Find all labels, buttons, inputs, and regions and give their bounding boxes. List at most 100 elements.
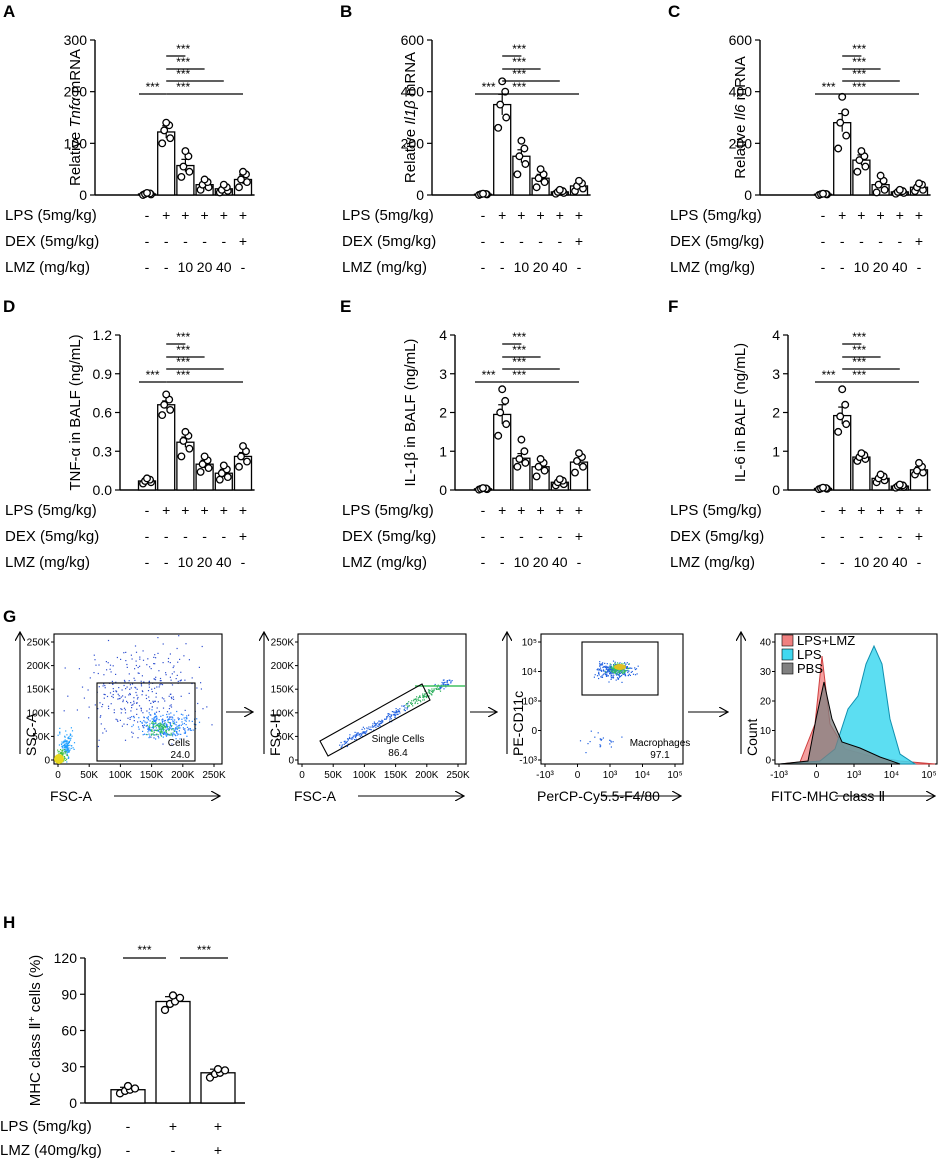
y-tick-label: 50K (276, 732, 294, 743)
event-dot (414, 698, 416, 701)
event-dot (347, 743, 349, 745)
event-dot (148, 681, 150, 683)
data-point (217, 469, 226, 478)
significance-label: *** (176, 330, 190, 344)
event-dot (139, 658, 141, 660)
event-dot (66, 747, 68, 749)
y-axis-label: IL-1β in BALF (ng/mL) (402, 339, 419, 487)
event-dot (361, 732, 363, 734)
event-dot (117, 720, 119, 722)
event-dot (112, 683, 114, 685)
event-dot (120, 712, 122, 714)
row-value-lmz: 20 (197, 554, 213, 570)
event-dot (113, 712, 115, 714)
data-point (915, 458, 923, 467)
data-point (181, 427, 190, 436)
event-dot (124, 709, 126, 711)
event-dot (140, 710, 142, 712)
gate-label: Single Cells (372, 734, 425, 745)
event-dot (163, 724, 165, 726)
x-tick-label: 200K (171, 770, 195, 781)
event-dot (634, 674, 637, 676)
y-tick-label: 100K (271, 708, 295, 719)
y-axis-label: Relative Il1β mRNA (402, 52, 419, 183)
row-value-lmz: 40 (892, 554, 908, 570)
event-dot (600, 745, 602, 747)
event-dot (423, 697, 425, 699)
event-dot (64, 736, 66, 738)
event-dot (197, 702, 199, 705)
event-dot (189, 729, 191, 731)
event-dot (174, 730, 176, 732)
event-dot (97, 672, 99, 675)
row-label-lmz: LMZ (mg/kg) (5, 554, 90, 571)
data-point (517, 435, 526, 444)
y-tick-label: 0 (772, 482, 780, 498)
event-dot (422, 696, 424, 698)
data-point (540, 178, 549, 187)
event-dot (66, 746, 68, 748)
event-dot (161, 719, 163, 721)
event-dot (354, 739, 356, 741)
event-dot (364, 731, 366, 733)
event-dot (152, 722, 154, 724)
data-point (143, 474, 151, 483)
event-dot (167, 721, 169, 723)
event-dot (168, 729, 170, 732)
y-tick-label: 0 (288, 756, 294, 767)
event-dot (178, 635, 180, 637)
event-dot (623, 673, 625, 675)
row-value-lmz: - (917, 554, 922, 570)
event-dot (154, 729, 156, 731)
event-dot (155, 692, 157, 694)
event-dot (411, 700, 413, 702)
event-dot (612, 741, 614, 743)
data-point (513, 170, 522, 179)
event-dot (139, 656, 141, 658)
event-dot (163, 720, 166, 722)
event-dot (604, 673, 607, 675)
row-value-lps: + (181, 207, 189, 223)
event-dot (397, 710, 400, 712)
event-dot (156, 716, 158, 718)
event-dot (396, 711, 398, 713)
event-dot (188, 692, 190, 694)
event-dot (415, 698, 417, 700)
event-dot (162, 727, 164, 729)
row-value-dex: + (575, 233, 583, 249)
event-dot (117, 698, 119, 700)
data-point (872, 188, 881, 197)
event-dot (410, 702, 412, 704)
event-dot (66, 745, 68, 747)
event-dot (65, 749, 67, 751)
event-dot (164, 723, 166, 725)
event-dot (366, 730, 368, 732)
event-dot (105, 661, 107, 663)
significance-label: *** (512, 343, 526, 357)
event-dot (69, 749, 71, 751)
row-value-lmz: - (577, 554, 582, 570)
row-value-dex: - (897, 233, 902, 249)
x-tick-label: 10³ (603, 770, 618, 781)
event-dot (163, 698, 165, 700)
event-dot (83, 697, 85, 699)
event-dot (63, 740, 65, 742)
event-dot (149, 726, 151, 728)
row-value-lps: - (145, 207, 150, 223)
data-point (841, 400, 850, 409)
event-dot (598, 672, 600, 674)
significance-label: *** (176, 355, 190, 369)
event-dot (169, 716, 171, 718)
event-dot (609, 739, 611, 741)
row-value-lps: + (162, 502, 170, 518)
event-dot (130, 687, 132, 689)
event-dot (169, 653, 171, 655)
event-dot (172, 732, 174, 734)
event-dot (368, 726, 370, 728)
event-dot (606, 671, 608, 673)
significance-label: *** (146, 80, 160, 94)
row-value-lps: + (239, 207, 247, 223)
event-dot (164, 719, 166, 722)
